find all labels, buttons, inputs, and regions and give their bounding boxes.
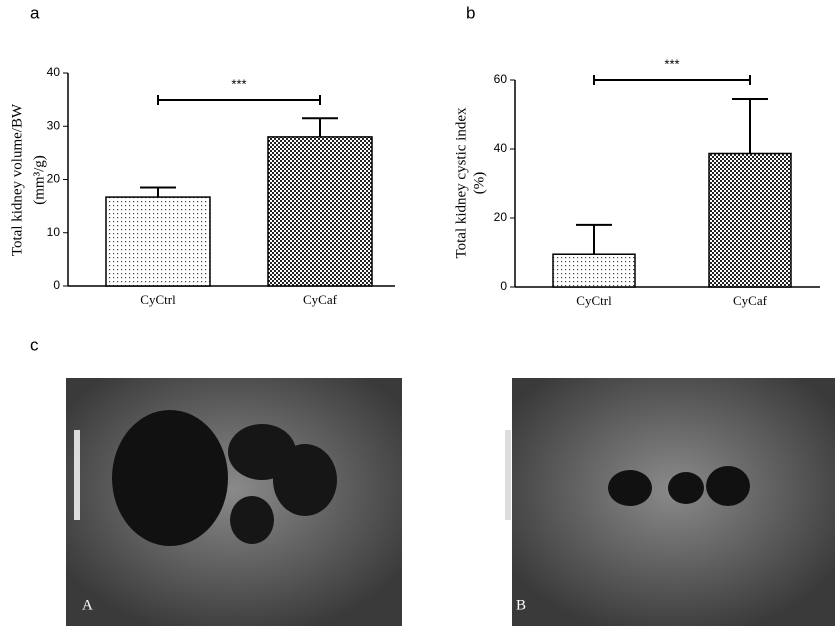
scale	[505, 430, 511, 520]
image	[512, 378, 835, 626]
cyst	[706, 466, 750, 506]
cyst	[273, 444, 337, 516]
bar	[105, 196, 211, 287]
cyst	[230, 496, 274, 544]
y-axis-label: Total kidney cystic index	[453, 107, 469, 258]
y-tick-label: 20	[47, 172, 61, 186]
x-tick-label: CyCaf	[733, 293, 768, 308]
image-label: A	[82, 597, 93, 613]
y-axis-label: (mm³/g)	[31, 155, 47, 205]
annotation: ***	[664, 56, 679, 71]
y-tick-label: 40	[494, 141, 508, 155]
ultrasound-b: B	[505, 378, 835, 626]
y-axis-label: (%)	[471, 172, 487, 195]
y-tick-label: 0	[53, 278, 60, 292]
panel-label: c	[30, 335, 39, 354]
cyst	[608, 470, 652, 506]
y-axis-label: Total kidney volume/BW	[9, 103, 25, 256]
y-tick-label: 40	[47, 65, 61, 79]
ultrasound-a: A	[66, 378, 402, 626]
x-tick-label: CyCaf	[303, 292, 338, 307]
bar	[552, 253, 636, 288]
bar	[267, 136, 373, 287]
image-label: B	[516, 597, 526, 613]
x-tick-label: CyCtrl	[140, 292, 176, 307]
cyst	[112, 410, 228, 546]
y-tick-label: 0	[500, 279, 507, 293]
annotation: ***	[231, 76, 246, 91]
panel-label: a	[30, 3, 40, 22]
y-tick-label: 60	[494, 72, 508, 86]
bar	[708, 152, 792, 288]
cyst	[668, 472, 704, 504]
y-tick-label: 10	[47, 225, 61, 239]
scale	[74, 430, 80, 520]
y-tick-label: 20	[494, 210, 508, 224]
x-tick-label: CyCtrl	[576, 293, 612, 308]
panel-label: b	[466, 3, 475, 22]
y-tick-label: 30	[47, 118, 61, 132]
